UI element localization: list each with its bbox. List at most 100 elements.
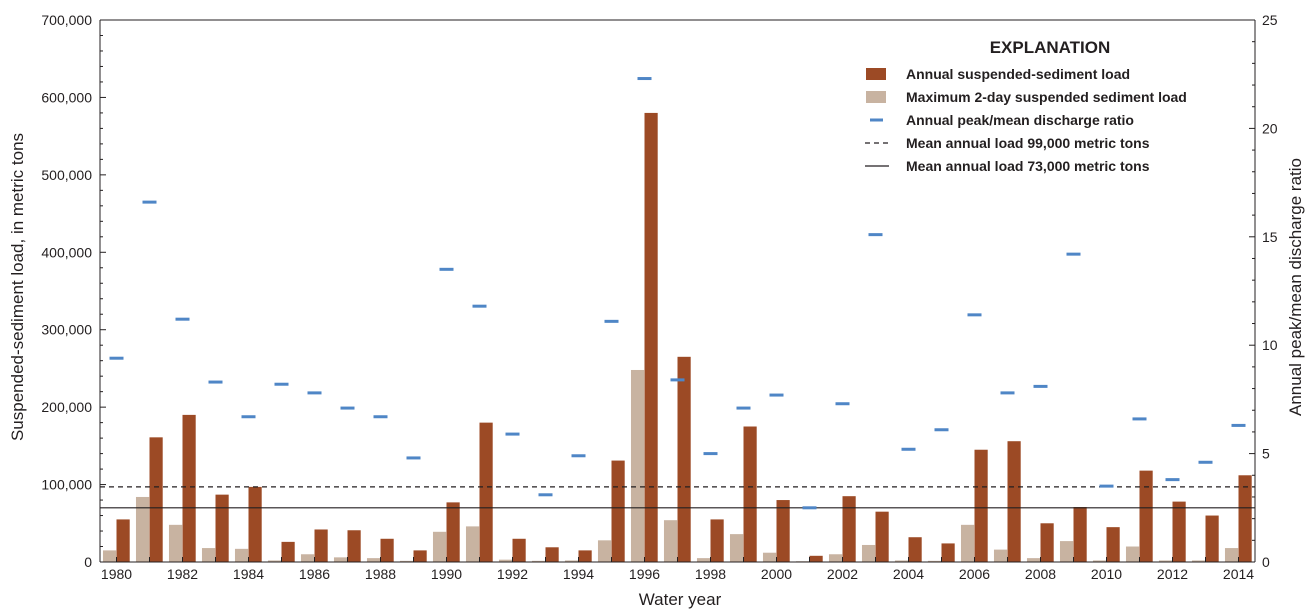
bar-max-2day-2002 xyxy=(828,554,843,562)
legend: EXPLANATION Annual suspended-sediment lo… xyxy=(865,38,1187,174)
bar-annual-1983 xyxy=(215,494,229,562)
bar-max-2day-2013 xyxy=(1191,560,1206,562)
bar-annual-1991 xyxy=(479,422,493,562)
bar-max-2day-2008 xyxy=(1026,558,1041,562)
y-axis-title: Suspended-sediment load, in metric tons xyxy=(8,133,27,441)
legend-label-annual-load: Annual suspended-sediment load xyxy=(906,66,1130,82)
y-tick-label: 600,000 xyxy=(41,89,92,105)
bar-annual-1997 xyxy=(677,356,691,562)
bar-max-2day-1994 xyxy=(564,560,579,562)
bar-max-2day-1981 xyxy=(135,496,150,562)
x-tick-label: 2002 xyxy=(827,566,858,582)
bars-layer xyxy=(102,112,1252,563)
bar-max-2day-2000 xyxy=(762,552,777,562)
bar-annual-1993 xyxy=(545,547,559,562)
reference-lines-layer xyxy=(100,486,1255,509)
y-tick-label: 100,000 xyxy=(41,477,92,493)
legend-swatch-max-2day-load xyxy=(866,91,886,103)
bar-max-2day-2004 xyxy=(894,560,909,562)
bar-max-2day-1986 xyxy=(300,554,315,562)
y2-tick-label: 20 xyxy=(1262,120,1278,136)
bar-max-2day-1982 xyxy=(168,524,183,562)
bar-annual-1986 xyxy=(314,529,328,562)
x-tick-label: 2008 xyxy=(1025,566,1056,582)
x-tick-label: 1986 xyxy=(299,566,330,582)
y2-tick-label: 10 xyxy=(1262,337,1278,353)
bar-annual-2001 xyxy=(809,555,823,562)
bar-max-2day-2006 xyxy=(960,524,975,562)
legend-label-mean-73000: Mean annual load 73,000 metric tons xyxy=(906,158,1150,174)
x-tick-label: 2012 xyxy=(1157,566,1188,582)
bar-annual-1996 xyxy=(644,112,658,563)
bar-annual-2011 xyxy=(1139,470,1153,562)
bar-annual-1984 xyxy=(248,486,262,562)
y-tick-label: 300,000 xyxy=(41,322,92,338)
bar-annual-1980 xyxy=(116,519,130,562)
bar-max-2day-1997 xyxy=(663,520,678,562)
x-tick-label: 2004 xyxy=(893,566,924,582)
y2-tick-label: 0 xyxy=(1262,554,1270,570)
legend-label-ratio: Annual peak/mean discharge ratio xyxy=(906,112,1134,128)
bar-max-2day-1983 xyxy=(201,548,216,562)
x-tick-label: 1998 xyxy=(695,566,726,582)
bar-annual-1992 xyxy=(512,538,526,562)
bar-annual-1982 xyxy=(182,414,196,562)
y2-tick-label: 5 xyxy=(1262,446,1270,462)
x-tick-label: 1984 xyxy=(233,566,264,582)
x-tick-label: 2006 xyxy=(959,566,990,582)
y-tick-label: 200,000 xyxy=(41,399,92,415)
bar-annual-2007 xyxy=(1007,441,1021,562)
x-tick-label: 1982 xyxy=(167,566,198,582)
bar-annual-2014 xyxy=(1238,475,1252,562)
legend-swatch-annual-load xyxy=(866,68,886,80)
bar-max-2day-2011 xyxy=(1125,546,1140,562)
bar-max-2day-1988 xyxy=(366,558,381,562)
bar-annual-1994 xyxy=(578,550,592,562)
bar-annual-2010 xyxy=(1106,527,1120,562)
bar-annual-2008 xyxy=(1040,523,1054,562)
y-tick-label: 0 xyxy=(84,554,92,570)
x-axis-title: Water year xyxy=(639,590,722,609)
legend-title: EXPLANATION xyxy=(990,38,1111,57)
y-tick-label: 400,000 xyxy=(41,244,92,260)
x-tick-label: 1990 xyxy=(431,566,462,582)
bar-max-2day-2003 xyxy=(861,544,876,562)
bar-max-2day-2010 xyxy=(1092,560,1107,562)
y-tick-label: 500,000 xyxy=(41,167,92,183)
bar-max-2day-1998 xyxy=(696,558,711,562)
bar-max-2day-1990 xyxy=(432,531,447,562)
bar-annual-1990 xyxy=(446,502,460,562)
bar-annual-1995 xyxy=(611,460,625,562)
x-tick-label: 2000 xyxy=(761,566,792,582)
x-tick-label: 2014 xyxy=(1223,566,1254,582)
y2-axis-title: Annual peak/mean discharge ratio xyxy=(1286,158,1305,416)
bar-annual-1987 xyxy=(347,530,361,562)
bar-annual-1998 xyxy=(710,519,724,562)
bar-max-2day-1995 xyxy=(597,540,612,562)
bar-annual-2004 xyxy=(908,537,922,562)
bar-max-2day-1989 xyxy=(399,560,414,562)
y2-tick-label: 25 xyxy=(1262,12,1278,28)
legend-label-max-2day-load: Maximum 2-day suspended sediment load xyxy=(906,89,1187,105)
x-tick-label: 1996 xyxy=(629,566,660,582)
bar-annual-1981 xyxy=(149,437,163,562)
bar-annual-2000 xyxy=(776,500,790,562)
bar-max-2day-2012 xyxy=(1158,560,1173,562)
bar-max-2day-2007 xyxy=(993,549,1008,562)
x-tick-label: 2010 xyxy=(1091,566,1122,582)
bar-annual-1985 xyxy=(281,541,295,562)
x-tick-label: 1980 xyxy=(101,566,132,582)
bar-max-2day-1985 xyxy=(267,560,282,562)
bar-annual-2009 xyxy=(1073,507,1087,562)
bar-annual-1989 xyxy=(413,550,427,562)
bar-max-2day-1987 xyxy=(333,557,348,562)
ratio-markers-layer xyxy=(109,77,1246,510)
bar-max-2day-1980 xyxy=(102,550,117,562)
bar-annual-1988 xyxy=(380,538,394,562)
bar-annual-2013 xyxy=(1205,515,1219,562)
x-tick-label: 1988 xyxy=(365,566,396,582)
ticks-layer: 0 100,000 200,000 300,000 400,000 500,000 600,… xyxy=(41,12,1277,582)
bar-annual-2003 xyxy=(875,511,889,562)
bar-annual-2006 xyxy=(974,449,988,562)
